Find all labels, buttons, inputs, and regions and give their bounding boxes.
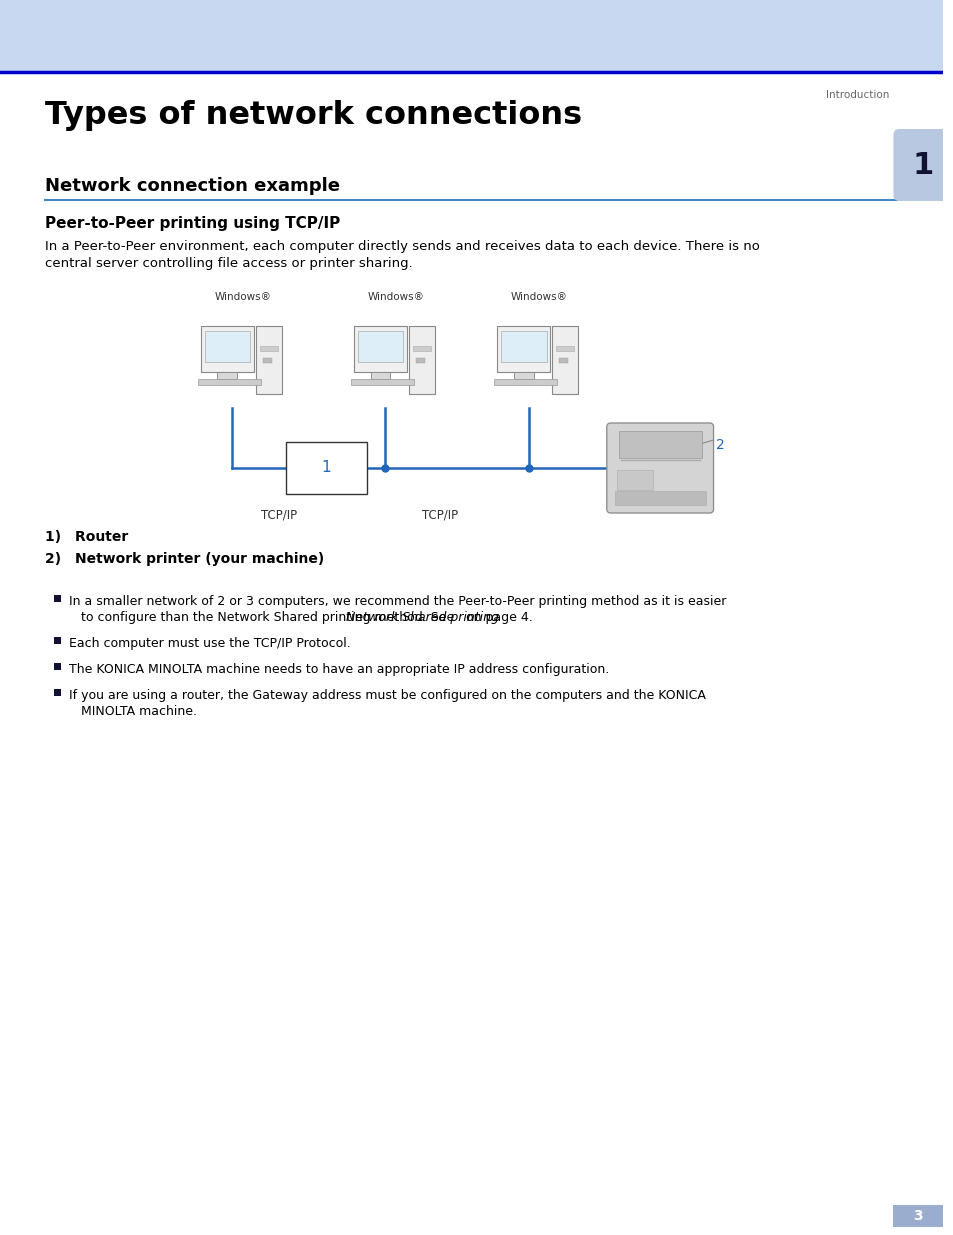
FancyBboxPatch shape (606, 424, 713, 513)
Text: Network Shared printing: Network Shared printing (346, 611, 498, 624)
Text: MINOLTA machine.: MINOLTA machine. (70, 705, 197, 718)
Text: 3: 3 (912, 1209, 922, 1223)
Bar (204, 331, 250, 362)
Bar (354, 326, 407, 372)
Text: If you are using a router, the Gateway address must be configured on the compute: If you are using a router, the Gateway a… (70, 689, 705, 701)
Text: Windows®: Windows® (214, 291, 271, 303)
Text: TCP/IP: TCP/IP (260, 508, 296, 521)
Bar (200, 326, 253, 372)
Bar (54, 595, 61, 601)
Bar (197, 379, 260, 385)
Text: Network connection example: Network connection example (46, 177, 340, 195)
Text: 2: 2 (715, 438, 723, 452)
Text: 1: 1 (321, 461, 331, 475)
Bar (409, 326, 435, 394)
Bar (0, 0, 942, 72)
Bar (54, 663, 61, 671)
Bar (892, 1205, 942, 1228)
Bar (54, 689, 61, 697)
Bar (552, 326, 578, 394)
Bar (616, 471, 653, 490)
Text: Each computer must use the TCP/IP Protocol.: Each computer must use the TCP/IP Protoc… (70, 637, 351, 650)
Text: In a smaller network of 2 or 3 computers, we recommend the Peer-to-Peer printing: In a smaller network of 2 or 3 computers… (70, 595, 726, 608)
Text: 1) Router: 1) Router (46, 530, 129, 543)
Bar (514, 372, 533, 379)
Bar (614, 492, 705, 505)
Bar (500, 331, 546, 362)
Bar (413, 346, 431, 351)
Bar (357, 331, 403, 362)
Text: Introduction: Introduction (825, 90, 888, 100)
Text: to configure than the Network Shared printing method. See: to configure than the Network Shared pri… (70, 611, 458, 624)
Bar (556, 346, 574, 351)
Bar (370, 372, 390, 379)
Text: central server controlling file access or printer sharing.: central server controlling file access o… (46, 257, 413, 270)
Bar (497, 326, 550, 372)
Text: In a Peer-to-Peer environment, each computer directly sends and receives data to: In a Peer-to-Peer environment, each comp… (46, 240, 760, 253)
Bar (416, 358, 424, 363)
Bar (259, 346, 277, 351)
Text: Windows®: Windows® (367, 291, 424, 303)
Bar (54, 637, 61, 643)
Bar (285, 442, 366, 494)
Bar (351, 379, 414, 385)
Bar (217, 372, 237, 379)
Text: Windows®: Windows® (511, 291, 567, 303)
FancyBboxPatch shape (892, 128, 952, 201)
Bar (255, 326, 281, 394)
Text: 2) Network printer (your machine): 2) Network printer (your machine) (46, 552, 324, 566)
Text: Peer-to-Peer printing using TCP/IP: Peer-to-Peer printing using TCP/IP (46, 216, 340, 231)
Text: The KONICA MINOLTA machine needs to have an appropriate IP address configuration: The KONICA MINOLTA machine needs to have… (70, 663, 609, 676)
Bar (263, 358, 272, 363)
Text: 1: 1 (911, 151, 933, 179)
Text: Types of network connections: Types of network connections (46, 100, 582, 131)
Bar (558, 358, 568, 363)
Text: TCP/IP: TCP/IP (421, 508, 457, 521)
Text: on page 4.: on page 4. (462, 611, 533, 624)
Bar (618, 431, 701, 458)
Bar (494, 379, 557, 385)
